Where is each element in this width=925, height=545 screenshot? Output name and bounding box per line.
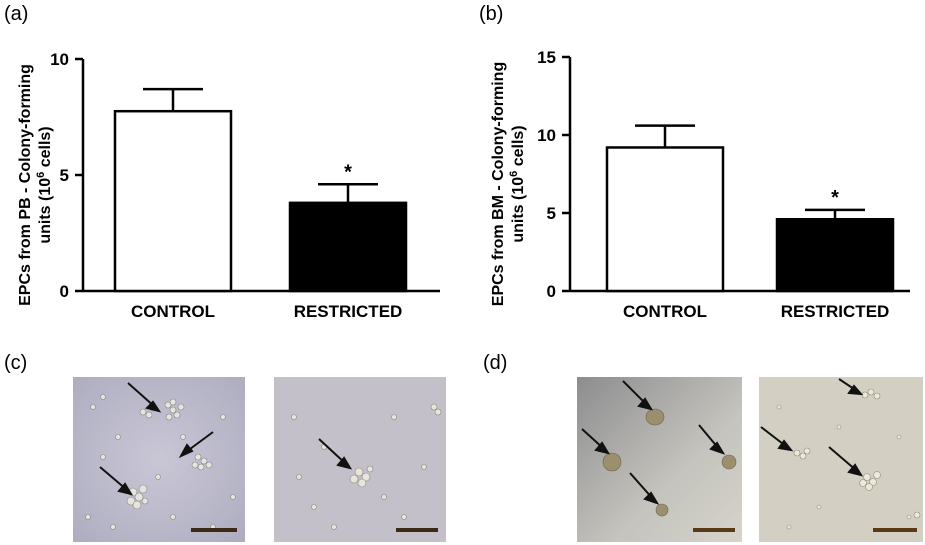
y-tick-label-b-1: 5 [547, 204, 556, 223]
y-tick-label-b-3: 15 [537, 48, 556, 67]
y-tick-label-a-1: 5 [60, 166, 69, 185]
panel-label-a: (a) [4, 3, 28, 25]
y-axis-label-line2-b: units (106 cells) [508, 125, 527, 242]
micrograph-d-restricted [759, 377, 923, 542]
plot-area-b: 0 5 10 15 CONTROL * RESTRICTED EPCs from BM - C… [490, 48, 910, 321]
panel-label-b: (b) [479, 3, 503, 25]
y-tick-label-a-2: 10 [50, 50, 69, 69]
bar-a-control [113, 109, 233, 293]
plot-area-a: 0 5 10 CONTROL * RESTRICTED EPCs from PB - Col… [17, 50, 440, 321]
category-label-a-0: CONTROL [131, 302, 215, 321]
category-label-a-1: RESTRICTED [294, 302, 403, 321]
micrograph-d-control [577, 377, 742, 542]
micrograph-c-restricted [274, 377, 446, 542]
chart-b: (b) 0 5 10 15 CONTROL * RESTRICTED EPCs from BM… [479, 3, 910, 321]
significance-marker-a-1: * [344, 161, 352, 183]
bar-b-restricted [775, 217, 895, 293]
y-tick-label-b-0: 0 [547, 282, 556, 301]
bar-a-restricted [288, 201, 408, 293]
category-label-b-1: RESTRICTED [781, 302, 890, 321]
y-axis-label-line1-a: EPCs from PB - Colony-forming [17, 64, 34, 306]
y-tick-label-b-2: 10 [537, 126, 556, 145]
bar-b-control [605, 146, 725, 293]
panel-label-c: (c) [4, 352, 28, 374]
category-label-b-0: CONTROL [623, 302, 707, 321]
y-tick-label-a-0: 0 [60, 282, 69, 301]
micrograph-c-control [73, 377, 245, 542]
panel-label-d: (d) [483, 352, 508, 374]
chart-a: (a) 0 5 10 CONTROL * RESTRICTED EPCs from PB -… [4, 3, 440, 321]
y-axis-label-line1-b: EPCs from BM - Colony-forming [490, 62, 507, 306]
significance-marker-b-1: * [831, 187, 839, 209]
y-axis-label-line2-a: units (106 cells) [35, 126, 54, 243]
